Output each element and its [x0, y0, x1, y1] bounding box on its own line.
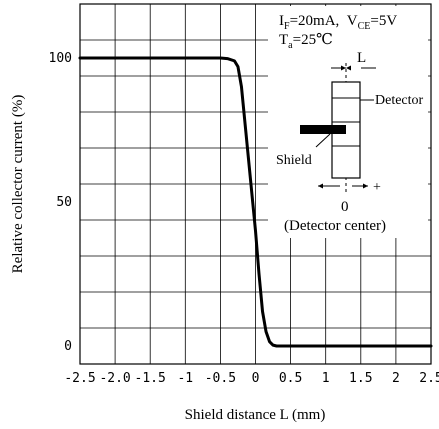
x-tick-label: -1 — [177, 371, 193, 386]
x-tick-label: 2.5 — [419, 371, 439, 386]
series-line — [78, 56, 433, 348]
y-tick-label: 50 — [56, 195, 72, 210]
shield-leader — [315, 133, 331, 148]
x-tick-label: 2 — [392, 371, 400, 386]
x-tick-label: -1.5 — [135, 371, 166, 386]
y-tick-label: 100 — [49, 51, 72, 66]
inset-zero: 0 — [341, 199, 349, 215]
x-tick-label: 1.5 — [349, 371, 372, 386]
detector-label: Detector — [375, 93, 424, 108]
x-tick-labels: -2.5 -2.0 -1.5 -1 -0.5 0 0.5 1 1.5 2 2.5 — [64, 371, 439, 386]
l-dim-arrow-left — [341, 65, 346, 71]
shield-label: Shield — [276, 153, 312, 168]
x-tick-label: -0.5 — [205, 371, 236, 386]
conditions-line-2: Ta=25℃ — [279, 32, 333, 51]
l-dim-arrow-right — [346, 65, 351, 71]
x-tick-label: 0.5 — [279, 371, 302, 386]
inset-plus: + — [373, 180, 381, 195]
inset-l-label: L — [357, 50, 366, 66]
y-tick-label: 0 — [64, 339, 72, 354]
axis-arrow-right-head — [363, 183, 368, 189]
x-tick-label: -2.0 — [99, 371, 130, 386]
y-axis-label: Relative collector current (%) — [10, 95, 26, 274]
plot-frame — [79, 3, 432, 365]
axis-arrow-left-head — [318, 183, 323, 189]
y-tick-labels: 0 50 100 — [49, 51, 72, 354]
x-axis-label: Shield distance L (mm) — [185, 407, 326, 423]
shield-bar — [300, 125, 346, 134]
conditions-line-1: IF=20mA, VCE=5V — [279, 13, 397, 32]
x-tick-label: 0 — [252, 371, 260, 386]
x-tick-label: -2.5 — [64, 371, 95, 386]
inset-center-label: (Detector center) — [284, 218, 386, 234]
inset-diagram: L Detector Shield + 0 (Detector center) — [276, 50, 424, 234]
x-tick-label: 1 — [322, 371, 330, 386]
